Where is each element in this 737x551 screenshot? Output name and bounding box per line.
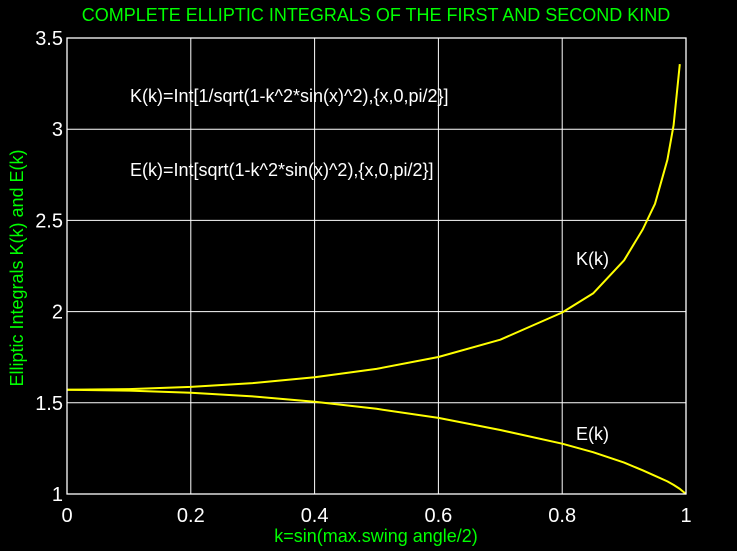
- k-formula-annotation: K(k)=Int[1/sqrt(1-k^2*sin(x)^2),{x,0,pi/…: [130, 86, 449, 106]
- y-tick-label: 2: [52, 302, 63, 324]
- grid: [67, 38, 686, 494]
- x-tick-label: 0.4: [301, 505, 329, 527]
- x-tick-label: 1: [680, 505, 691, 527]
- y-tick-label: 1.5: [35, 393, 63, 415]
- x-axis-label: k=sin(max.swing angle/2): [274, 526, 478, 546]
- plot-frame: [66, 37, 687, 495]
- e-formula-annotation: E(k)=Int[sqrt(1-k^2*sin(x)^2),{x,0,pi/2}…: [130, 160, 434, 180]
- e-curve-label: E(k): [576, 424, 609, 444]
- x-tick-label: 0.6: [424, 505, 452, 527]
- chart-title: COMPLETE ELLIPTIC INTEGRALS OF THE FIRST…: [82, 5, 670, 25]
- k-curve-label: K(k): [576, 249, 609, 269]
- y-tick-label: 3.5: [35, 28, 63, 50]
- y-axis-label: Elliptic Integrals K(k) and E(k): [7, 149, 27, 386]
- series-line-kk: [66, 63, 681, 391]
- series-line-ek: [66, 388, 687, 495]
- x-tick-label: 0: [61, 505, 72, 527]
- y-tick-label: 2.5: [35, 210, 63, 232]
- x-tick-label: 0.8: [548, 505, 576, 527]
- y-tick-label: 3: [52, 119, 63, 141]
- x-tick-label: 0.2: [177, 505, 205, 527]
- tick-labels: 0 0.2 0.4 0.6 0.8 1 1 1.5 2 2.5 3 3.5: [35, 28, 691, 527]
- y-tick-label: 1: [52, 484, 63, 506]
- series-lines: [66, 63, 687, 495]
